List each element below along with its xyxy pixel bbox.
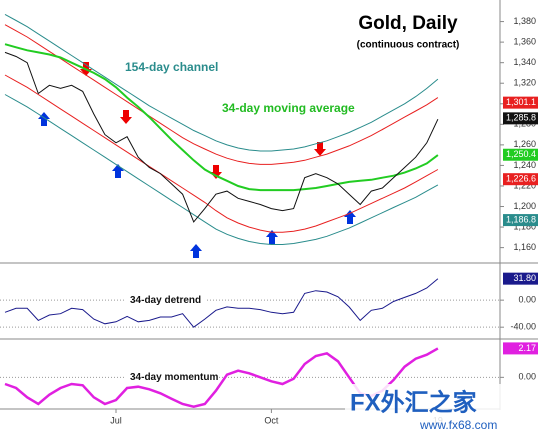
y-tick-label: 1,160 bbox=[513, 242, 536, 252]
series-line bbox=[4, 51, 439, 223]
buy-arrow bbox=[344, 210, 356, 224]
y-tick-label: 1,240 bbox=[513, 160, 536, 170]
series-line bbox=[4, 278, 439, 328]
x-tick-label: Jul bbox=[110, 415, 122, 425]
last-value-box bbox=[503, 342, 538, 355]
y-tick-label: -40.00 bbox=[510, 322, 536, 332]
watermark-url: www.fx68.com bbox=[419, 418, 497, 432]
chart-subtitle: (continuous contract) bbox=[357, 40, 460, 51]
buy-arrow bbox=[190, 244, 202, 258]
annotation: 154-day channel bbox=[125, 60, 218, 74]
y-tick-label: 1,340 bbox=[513, 57, 536, 67]
last-value-label: 1,250.4 bbox=[506, 149, 536, 159]
series-line bbox=[4, 43, 439, 192]
series-line bbox=[4, 74, 439, 233]
y-tick-label: 1,380 bbox=[513, 16, 536, 26]
y-tick-label: 1,200 bbox=[513, 201, 536, 211]
last-value-label: 1,301.1 bbox=[506, 97, 536, 107]
buy-arrow bbox=[266, 230, 278, 244]
last-value-label: 1,285.8 bbox=[506, 113, 536, 123]
sell-arrow bbox=[120, 110, 132, 124]
y-tick-label: 1,260 bbox=[513, 139, 536, 149]
panel-label: 34-day detrend bbox=[130, 295, 201, 306]
x-tick-label: Oct bbox=[264, 415, 279, 425]
sell-arrow bbox=[210, 165, 222, 179]
watermark-bg bbox=[345, 384, 538, 436]
y-tick-label: 1,220 bbox=[513, 180, 536, 190]
y-tick-label: 0.00 bbox=[518, 372, 536, 382]
last-value-label: 2.17 bbox=[518, 343, 536, 353]
last-value-label: 1,186.8 bbox=[506, 214, 536, 224]
y-tick-label: 1,320 bbox=[513, 78, 536, 88]
watermark-brand: FX外汇之家 bbox=[350, 388, 477, 416]
panel-label-bg bbox=[125, 294, 207, 307]
last-value-box bbox=[503, 214, 538, 227]
series-line bbox=[4, 24, 439, 165]
y-tick-label: 1,360 bbox=[513, 37, 536, 47]
y-tick-label: 1,180 bbox=[513, 221, 536, 231]
panel-label-bg bbox=[125, 371, 217, 384]
chart-title: Gold, Daily bbox=[358, 13, 458, 34]
series-line bbox=[4, 13, 439, 152]
last-value-label: 31.80 bbox=[513, 273, 536, 283]
last-value-box bbox=[503, 112, 538, 125]
annotation: 34-day moving average bbox=[222, 101, 355, 115]
last-value-box bbox=[503, 148, 538, 161]
last-value-box bbox=[503, 96, 538, 109]
last-value-label: 1,226.6 bbox=[506, 174, 536, 184]
y-tick-label: 0.00 bbox=[518, 295, 536, 305]
sell-arrow bbox=[314, 142, 326, 156]
last-value-box bbox=[503, 173, 538, 186]
panel-label: 34-day momentum bbox=[130, 372, 218, 383]
series-line bbox=[4, 94, 439, 245]
watermark: FX外汇之家 www.fx68.com bbox=[345, 384, 538, 436]
last-value-box bbox=[503, 272, 538, 285]
